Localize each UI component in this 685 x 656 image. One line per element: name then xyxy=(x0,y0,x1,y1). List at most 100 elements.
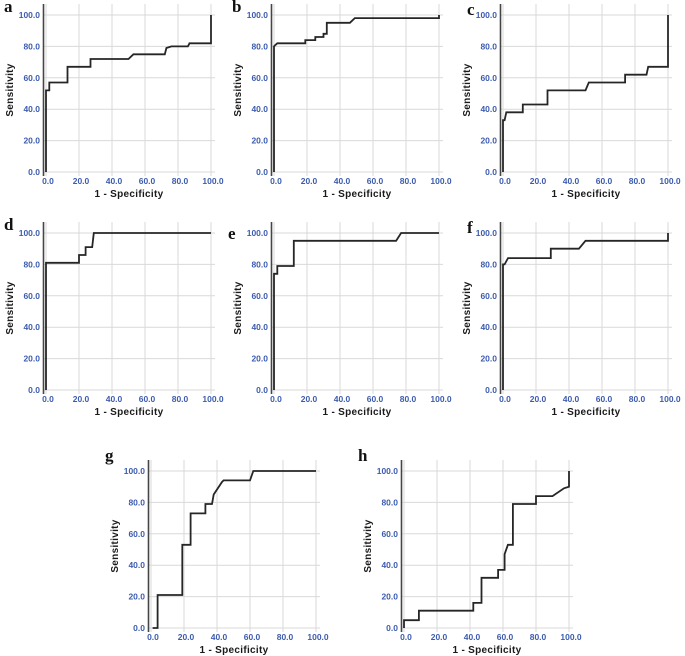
panel-letter: d xyxy=(4,215,14,234)
x-tick-label: 0.0 xyxy=(499,394,511,404)
y-tick-label: 80.0 xyxy=(251,41,268,51)
x-tick-label: 20.0 xyxy=(301,176,318,186)
x-tick-label: 20.0 xyxy=(178,632,195,642)
x-tick-label: 100.0 xyxy=(430,394,452,404)
y-axis-title: Sensitivity xyxy=(110,519,121,573)
y-tick-label: 100.0 xyxy=(377,466,399,476)
y-axis-title: Sensitivity xyxy=(233,63,244,117)
roc-curve xyxy=(403,471,570,628)
x-tick-label: 80.0 xyxy=(530,632,547,642)
y-tick-label: 20.0 xyxy=(480,354,497,364)
y-tick-label: 20.0 xyxy=(23,136,40,146)
x-tick-label: 60.0 xyxy=(139,176,156,186)
x-tick-label: 80.0 xyxy=(172,394,189,404)
y-tick-label: 20.0 xyxy=(251,354,268,364)
x-tick-label: 0.0 xyxy=(147,632,159,642)
x-tick-label: 20.0 xyxy=(73,176,90,186)
x-tick-label: 60.0 xyxy=(367,176,384,186)
y-tick-label: 0.0 xyxy=(28,167,40,177)
y-tick-label: 80.0 xyxy=(251,259,268,269)
panel-d: 0.0 20.0 40.0 60.0 80.0 100.0 0.0 20.0 40.0 60.0 8… xyxy=(0,215,228,436)
y-tick-label: 20.0 xyxy=(480,136,497,146)
x-tick-label: 60.0 xyxy=(596,394,613,404)
x-tick-label: 80.0 xyxy=(400,394,417,404)
y-tick-label: 100.0 xyxy=(247,10,269,20)
x-tick-label: 60.0 xyxy=(497,632,514,642)
x-tick-label: 40.0 xyxy=(563,176,580,186)
y-tick-label: 80.0 xyxy=(480,41,497,51)
panel-c: 0.0 20.0 40.0 60.0 80.0 100.0 0.0 20.0 40.0 60.0 8… xyxy=(457,0,685,218)
y-tick-label: 40.0 xyxy=(480,322,497,332)
panel-letter: f xyxy=(467,218,473,237)
panel-h: 0.0 20.0 40.0 60.0 80.0 100.0 0.0 20.0 40.0 60.0 8… xyxy=(358,436,586,656)
y-tick-label: 80.0 xyxy=(23,259,40,269)
y-tick-label: 40.0 xyxy=(128,560,145,570)
x-tick-label: 0.0 xyxy=(42,394,54,404)
roc-curve xyxy=(45,15,212,172)
y-tick-label: 100.0 xyxy=(476,228,498,238)
roc-chart-h: 0.0 20.0 40.0 60.0 80.0 100.0 0.0 20.0 40.0 60.0 8… xyxy=(377,460,582,642)
x-tick-label: 60.0 xyxy=(139,394,156,404)
y-tick-label: 60.0 xyxy=(251,291,268,301)
x-axis-title: 1 - Specificity xyxy=(551,189,621,200)
x-tick-label: 20.0 xyxy=(73,394,90,404)
x-tick-label: 0.0 xyxy=(42,176,54,186)
panel-letter: b xyxy=(232,0,242,16)
y-tick-label: 20.0 xyxy=(251,136,268,146)
roc-chart-g: 0.0 20.0 40.0 60.0 80.0 100.0 0.0 20.0 40.0 60.0 8… xyxy=(124,460,329,642)
y-tick-label: 100.0 xyxy=(19,228,41,238)
panel-letter: h xyxy=(358,446,368,465)
x-tick-label: 0.0 xyxy=(270,394,282,404)
y-tick-label: 0.0 xyxy=(28,385,40,395)
roc-chart-e: 0.0 20.0 40.0 60.0 80.0 100.0 0.0 20.0 40.0 60.0 8… xyxy=(247,222,452,404)
x-tick-label: 40.0 xyxy=(334,176,351,186)
roc-curve xyxy=(502,15,669,172)
y-tick-label: 0.0 xyxy=(256,167,268,177)
y-tick-label: 40.0 xyxy=(251,322,268,332)
y-tick-label: 0.0 xyxy=(485,167,497,177)
y-tick-label: 40.0 xyxy=(480,104,497,114)
roc-curve xyxy=(273,232,439,390)
roc-chart-f: 0.0 20.0 40.0 60.0 80.0 100.0 0.0 20.0 40.0 60.0 8… xyxy=(476,222,681,404)
y-tick-label: 100.0 xyxy=(476,10,498,20)
roc-curve xyxy=(45,232,211,390)
y-tick-label: 0.0 xyxy=(485,385,497,395)
x-tick-label: 80.0 xyxy=(172,176,189,186)
y-axis-title: Sensitivity xyxy=(462,281,473,335)
y-tick-label: 60.0 xyxy=(23,73,40,83)
panel-letter: c xyxy=(467,0,475,19)
panel-g: 0.0 20.0 40.0 60.0 80.0 100.0 0.0 20.0 40.0 60.0 8… xyxy=(105,436,333,656)
y-axis-title: Sensitivity xyxy=(233,281,244,335)
x-tick-label: 100.0 xyxy=(307,632,329,642)
y-axis-title: Sensitivity xyxy=(5,63,16,117)
y-axis-title: Sensitivity xyxy=(5,281,16,335)
x-axis-title: 1 - Specificity xyxy=(94,189,164,200)
x-tick-label: 80.0 xyxy=(277,632,294,642)
x-tick-label: 100.0 xyxy=(202,394,224,404)
panel-a: 0.0 20.0 40.0 60.0 80.0 100.0 0.0 20.0 40.0 60.0 8… xyxy=(0,0,228,218)
y-tick-label: 20.0 xyxy=(128,592,145,602)
roc-curve xyxy=(152,470,316,629)
x-tick-label: 20.0 xyxy=(431,632,448,642)
x-tick-label: 100.0 xyxy=(202,176,224,186)
roc-chart-a: 0.0 20.0 40.0 60.0 80.0 100.0 0.0 20.0 40.0 60.0 8… xyxy=(19,4,224,186)
y-tick-label: 0.0 xyxy=(256,385,268,395)
x-tick-label: 80.0 xyxy=(629,176,646,186)
x-tick-label: 60.0 xyxy=(367,394,384,404)
x-axis-title: 1 - Specificity xyxy=(551,407,621,418)
y-tick-label: 40.0 xyxy=(23,322,40,332)
x-tick-label: 80.0 xyxy=(400,176,417,186)
x-axis-title: 1 - Specificity xyxy=(199,645,269,656)
y-tick-label: 0.0 xyxy=(133,623,145,633)
y-tick-label: 80.0 xyxy=(128,497,145,507)
x-axis-title: 1 - Specificity xyxy=(94,407,164,418)
y-tick-label: 40.0 xyxy=(23,104,40,114)
x-tick-label: 0.0 xyxy=(270,176,282,186)
x-tick-label: 100.0 xyxy=(430,176,452,186)
roc-curve xyxy=(502,233,669,390)
x-tick-label: 20.0 xyxy=(530,176,547,186)
panel-letter: e xyxy=(228,224,236,243)
panel-f: 0.0 20.0 40.0 60.0 80.0 100.0 0.0 20.0 40.0 60.0 8… xyxy=(457,218,685,436)
x-tick-label: 40.0 xyxy=(563,394,580,404)
x-axis-title: 1 - Specificity xyxy=(322,407,392,418)
